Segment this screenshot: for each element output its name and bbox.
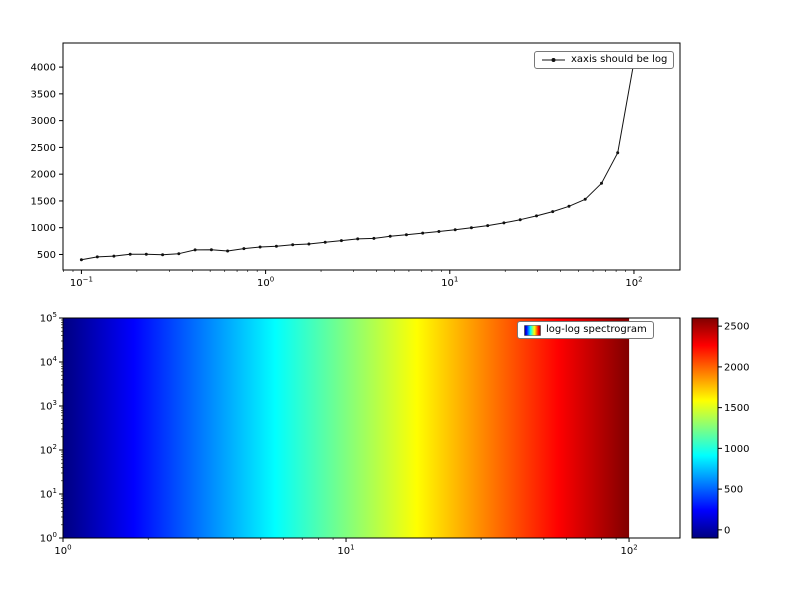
tick-label: 500 (37, 250, 56, 261)
spectrogram-legend: log-log spectrogram (517, 321, 654, 339)
data-point-marker (226, 249, 230, 253)
colorbar-tick-label: 0 (724, 525, 730, 536)
data-point-marker (518, 218, 522, 222)
spectrogram-chart: 100 101 102 100 101 102 103 104 105 0 500 1000 1500 2… (40, 311, 750, 558)
bottom-axes: 100 101 102 100 101 102 103 104 105 (40, 311, 681, 558)
data-point-marker (307, 242, 311, 246)
data-point-marker (128, 252, 132, 256)
tick-label: 1000 (31, 223, 56, 234)
data-point-marker (193, 248, 197, 252)
data-point-marker (551, 210, 555, 214)
tick-label: 101 (441, 276, 458, 290)
tick-label: 100 (54, 544, 71, 558)
tick-label: 2500 (31, 143, 56, 154)
data-point-marker (469, 226, 473, 230)
top-axes: 500 1000 1500 2000 2500 3000 3500 4000 10−1 100 10… (31, 42, 681, 290)
data-point-marker (291, 243, 295, 247)
data-point-marker (95, 255, 99, 259)
colorbar-tick-label: 2500 (724, 322, 749, 333)
data-point-marker (404, 233, 408, 237)
tick-label: 4000 (31, 63, 56, 74)
line-chart: 500 1000 1500 2000 2500 3000 3500 4000 10−1 100 10… (31, 42, 681, 290)
data-point-marker (274, 244, 278, 248)
tick-label: 1500 (31, 196, 56, 207)
data-point-marker (79, 258, 83, 262)
data-point-marker (502, 221, 506, 225)
data-point-marker (372, 236, 376, 240)
data-point-marker (356, 237, 360, 241)
data-point-marker (437, 230, 441, 233)
data-point-marker (583, 197, 587, 201)
tick-label: 104 (40, 355, 58, 369)
axes-frame (62, 42, 681, 271)
data-point-marker (339, 239, 343, 243)
data-point-marker (567, 204, 571, 208)
line-marker-icon (542, 58, 565, 62)
colorbar-tick-label: 2000 (724, 362, 749, 373)
colorbar-tick-label: 1500 (724, 403, 749, 414)
line-chart-legend: xaxis should be log (534, 51, 675, 69)
colorbar-tick-label: 1000 (724, 444, 749, 455)
tick-label: 3500 (31, 89, 56, 100)
tick-label: 3000 (31, 116, 56, 127)
data-point-marker (600, 181, 603, 185)
tick-label: 100 (40, 531, 57, 545)
data-point-marker (161, 253, 165, 257)
spectrogram-image (63, 318, 630, 538)
tick-label: 105 (40, 311, 57, 325)
colormap-swatch-icon (524, 324, 541, 336)
tick-label: 101 (40, 487, 57, 501)
axes-frame (62, 317, 681, 539)
tick-label: 100 (257, 276, 274, 290)
data-point-marker (144, 252, 148, 256)
data-point-marker (421, 231, 425, 235)
colorbar-gradient (692, 318, 718, 538)
legend-label: log-log spectrogram (546, 324, 647, 335)
data-point-marker (616, 151, 620, 155)
data-point-marker (258, 245, 262, 249)
legend-label: xaxis should be log (571, 54, 668, 65)
data-point-marker (486, 224, 490, 228)
tick-label: 102 (620, 544, 637, 558)
colorbar: 0 500 1000 1500 2000 2500 (691, 317, 749, 539)
tick-label: 101 (337, 544, 354, 558)
data-point-marker (453, 228, 457, 232)
tick-label: 10−1 (70, 276, 93, 290)
colorbar-frame (691, 317, 719, 539)
tick-label: 102 (40, 443, 57, 457)
data-point-marker (112, 254, 116, 258)
colorbar-tick-label: 500 (724, 485, 743, 496)
tick-label: 2000 (31, 170, 56, 181)
data-point-marker (177, 252, 181, 256)
data-point-marker (388, 234, 392, 238)
tick-label: 103 (40, 399, 57, 413)
tick-label: 102 (625, 276, 642, 290)
data-point-marker (209, 248, 213, 252)
data-point-marker (242, 247, 246, 251)
data-point-marker (535, 214, 538, 218)
data-point-marker (323, 240, 327, 244)
